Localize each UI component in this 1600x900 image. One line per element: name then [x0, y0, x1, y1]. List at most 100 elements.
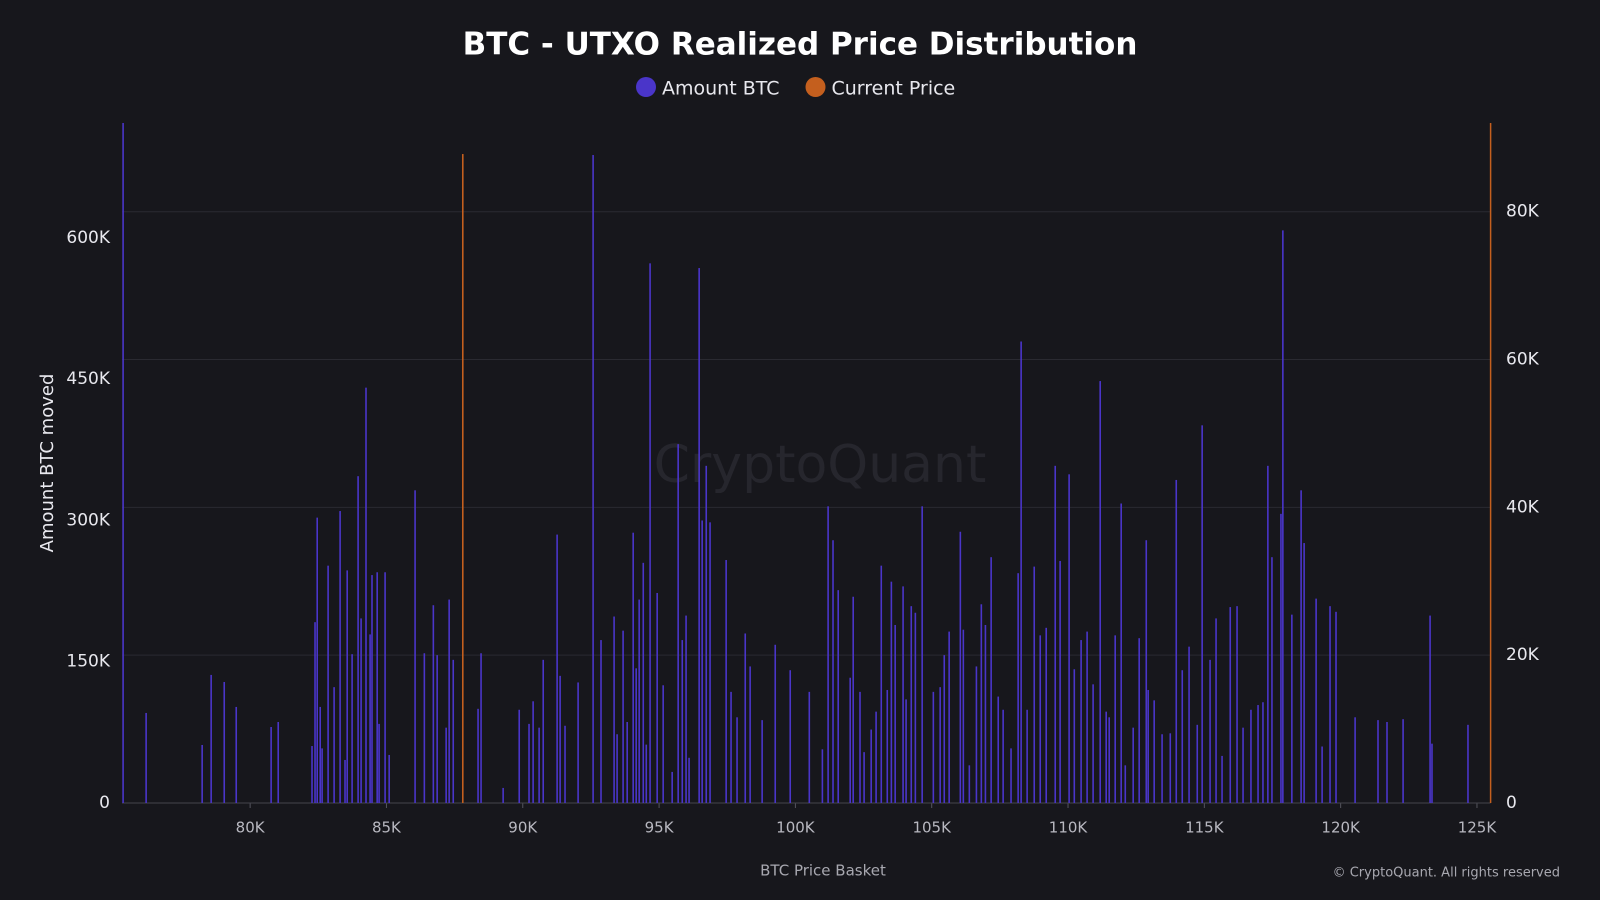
bar	[360, 618, 362, 803]
bar	[975, 666, 978, 803]
y-tick-label: 600K	[66, 228, 110, 248]
bar	[968, 765, 971, 803]
bar	[688, 757, 690, 803]
bar	[436, 655, 438, 803]
bar	[384, 572, 386, 803]
bar	[600, 640, 602, 803]
bar	[1153, 700, 1155, 803]
x-tick-label: 95K	[645, 819, 675, 837]
bar	[1429, 615, 1431, 803]
bar	[886, 689, 889, 803]
bar	[902, 586, 904, 803]
bar	[378, 723, 380, 803]
bar	[894, 624, 896, 803]
bar	[870, 729, 872, 803]
bar	[932, 691, 935, 803]
bar	[656, 592, 658, 803]
bar	[832, 540, 834, 803]
y2-tick-label: 0	[1506, 793, 1517, 813]
bar	[1073, 669, 1076, 803]
bar	[959, 531, 962, 803]
bar	[1010, 748, 1012, 803]
bar	[789, 670, 792, 803]
bar	[761, 720, 763, 803]
bar	[1402, 719, 1404, 803]
bar	[808, 691, 811, 803]
bar	[626, 722, 628, 803]
bar	[1250, 709, 1252, 803]
bar	[502, 787, 504, 803]
bar	[645, 744, 648, 803]
bar	[432, 605, 435, 803]
chart-title: BTC - UTXO Realized Price Distribution	[463, 27, 1138, 63]
bar	[357, 476, 359, 803]
bar	[1169, 733, 1172, 803]
x-tick-label: 80K	[236, 819, 266, 837]
bar	[613, 616, 615, 803]
y-tick-label: 450K	[66, 369, 110, 389]
bar	[939, 687, 941, 803]
bar	[1161, 734, 1163, 803]
bar	[943, 655, 946, 803]
bar	[235, 706, 238, 803]
bar	[1147, 689, 1149, 803]
bar	[556, 534, 558, 803]
x-tick-label: 85K	[372, 819, 402, 837]
bar	[984, 624, 987, 803]
bar	[1002, 709, 1004, 803]
bar	[849, 677, 851, 803]
y2-tick-label: 40K	[1506, 497, 1540, 517]
bar	[1175, 479, 1178, 803]
bar	[1080, 640, 1082, 803]
bar	[592, 155, 594, 803]
bar	[351, 654, 353, 803]
x-tick-label: 115K	[1185, 819, 1225, 837]
bar	[1271, 557, 1273, 803]
bar	[1267, 465, 1269, 803]
bar	[852, 596, 854, 803]
bar	[774, 644, 777, 803]
bar	[701, 520, 703, 803]
bar	[948, 631, 950, 803]
y-tick-label: 150K	[66, 652, 110, 672]
bar	[1181, 670, 1184, 803]
bar	[875, 711, 877, 803]
bar	[642, 562, 645, 803]
bar	[1132, 727, 1134, 803]
bar	[730, 691, 732, 803]
bar	[681, 640, 684, 803]
bar	[1059, 560, 1061, 803]
bar	[1054, 465, 1057, 803]
bar	[452, 659, 455, 803]
bar	[890, 581, 893, 803]
y2-tick-label: 60K	[1506, 350, 1540, 370]
bar	[1303, 543, 1305, 803]
bar	[1321, 746, 1323, 803]
bar	[859, 691, 861, 803]
y2-tick-label: 20K	[1506, 645, 1540, 665]
bar	[921, 506, 923, 803]
bar	[314, 622, 316, 803]
bar	[1354, 717, 1356, 803]
bar	[321, 748, 323, 803]
bar	[365, 387, 367, 803]
bar	[223, 681, 226, 803]
bar	[1377, 720, 1379, 803]
bar	[532, 701, 534, 803]
bar	[622, 630, 624, 803]
bar	[1282, 230, 1284, 804]
bar	[863, 752, 865, 803]
bar	[1033, 566, 1036, 803]
bar	[333, 687, 335, 803]
bar	[1099, 381, 1101, 803]
bar	[1221, 755, 1223, 803]
bar	[698, 268, 700, 803]
bar	[122, 123, 124, 803]
bar	[1201, 425, 1203, 803]
bar	[1335, 611, 1337, 803]
bar	[1124, 765, 1127, 803]
legend-marker	[805, 77, 826, 97]
bar	[145, 712, 147, 803]
bar	[1229, 607, 1232, 803]
bar	[685, 615, 687, 803]
